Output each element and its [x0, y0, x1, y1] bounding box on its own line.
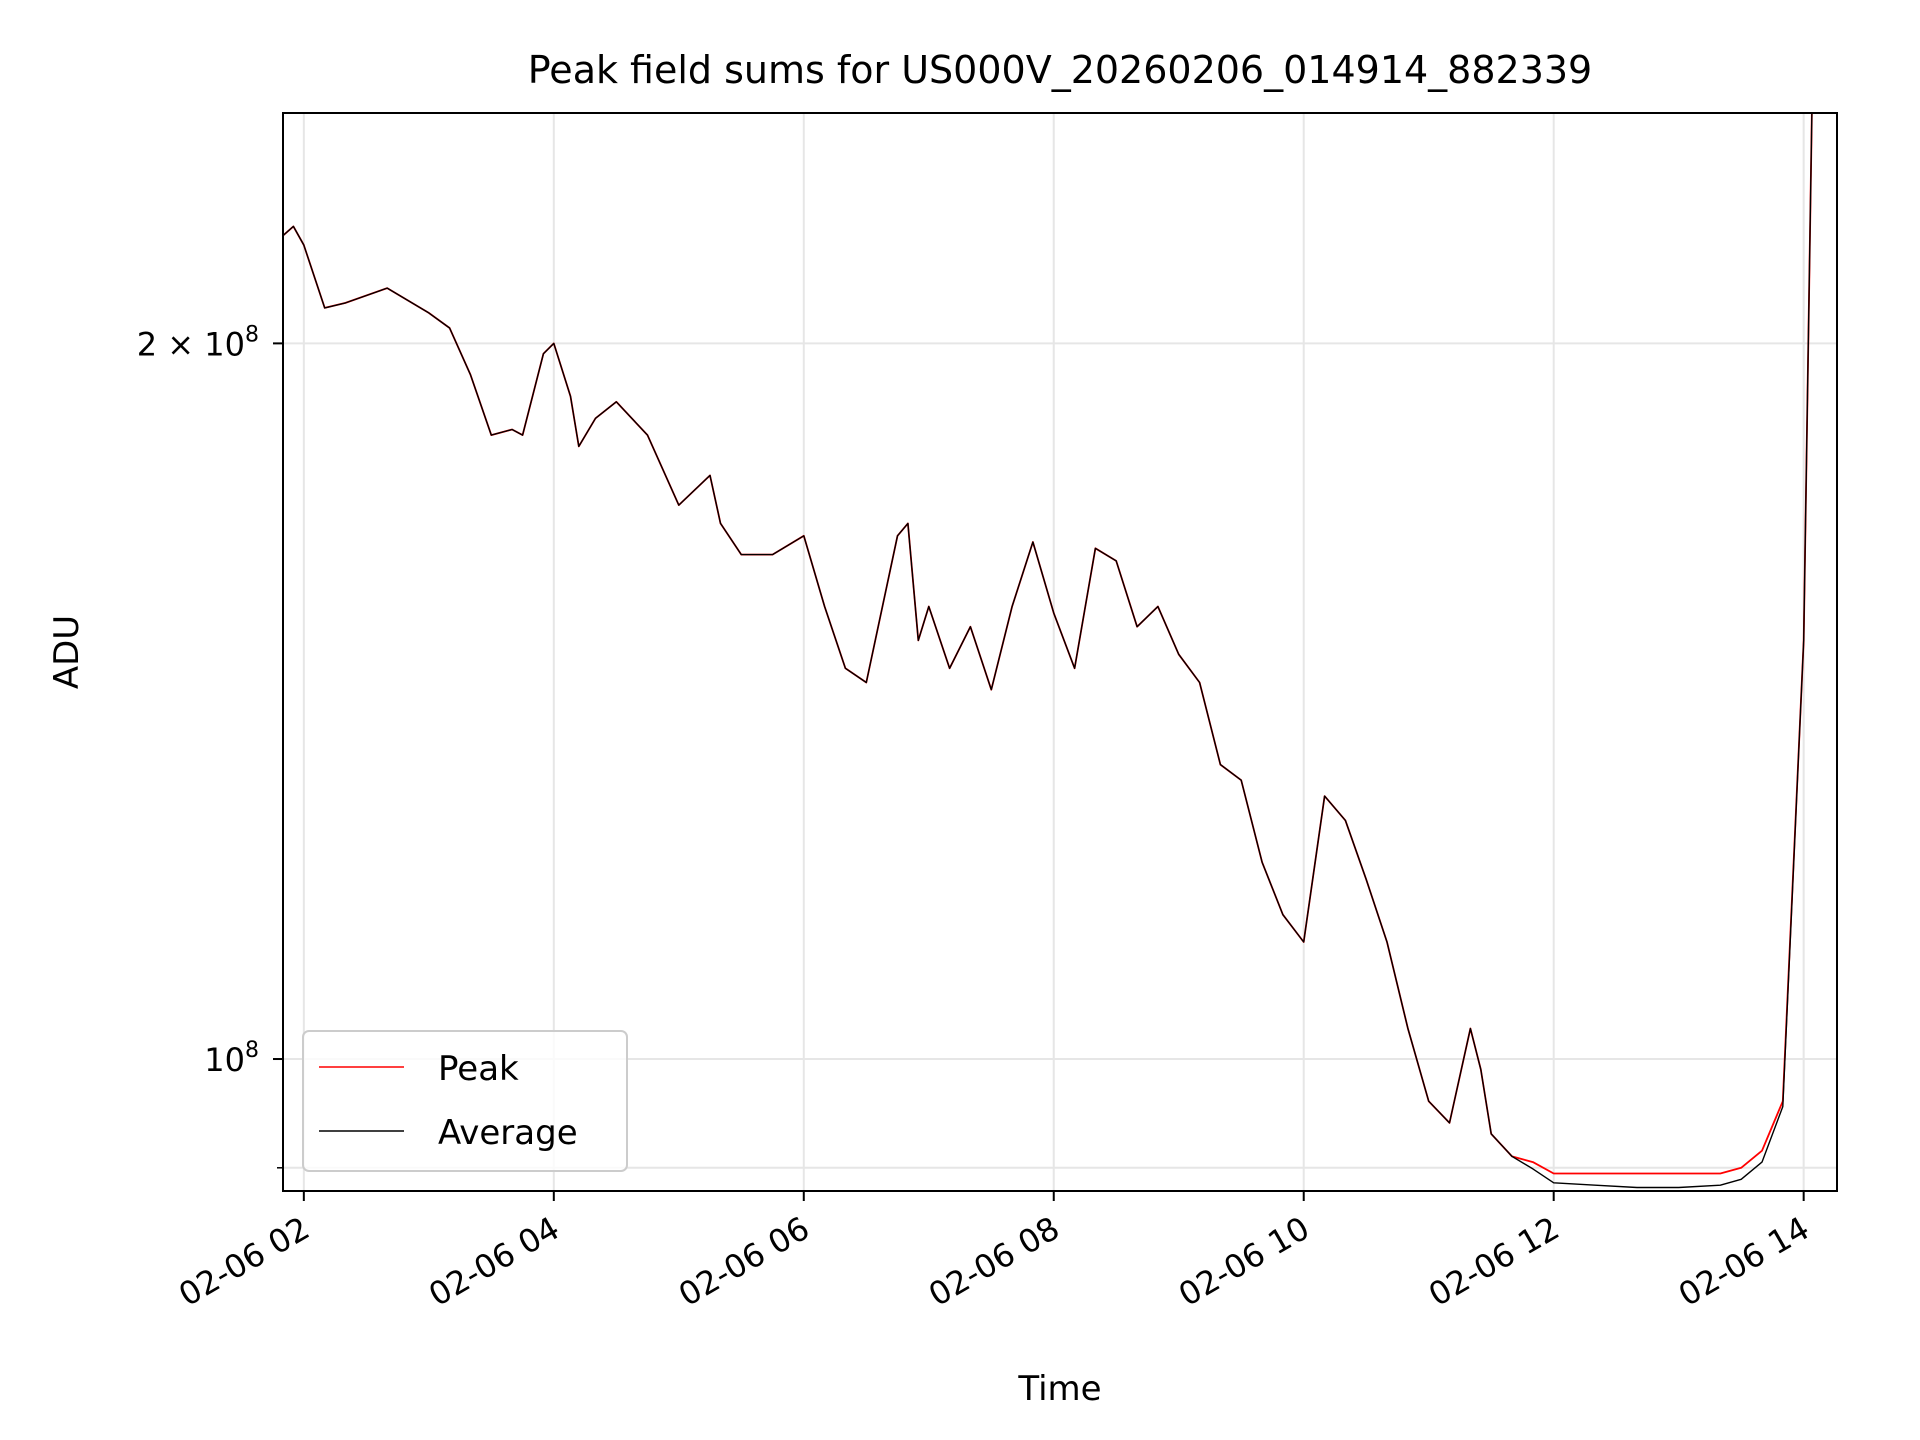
- legend-label-average: Average: [438, 1113, 578, 1153]
- legend-box: [302, 1030, 628, 1172]
- y-tick-label: 108: [204, 1038, 259, 1079]
- y-axis: 2 × 108 108: [137, 322, 283, 1169]
- series-layer: [283, 113, 1813, 1189]
- chart-title: Peak field sums for US000V_20260206_0149…: [528, 48, 1592, 92]
- x-axis-label: Time: [1017, 1369, 1101, 1409]
- y-axis-label: ADU: [47, 615, 87, 689]
- plot-frame: [282, 112, 1838, 1192]
- legend-label-peak: Peak: [438, 1049, 519, 1089]
- y-tick-label: 2 × 108: [137, 322, 259, 363]
- legend: Peak Average: [302, 1030, 628, 1172]
- series-line-average: [283, 113, 1813, 1189]
